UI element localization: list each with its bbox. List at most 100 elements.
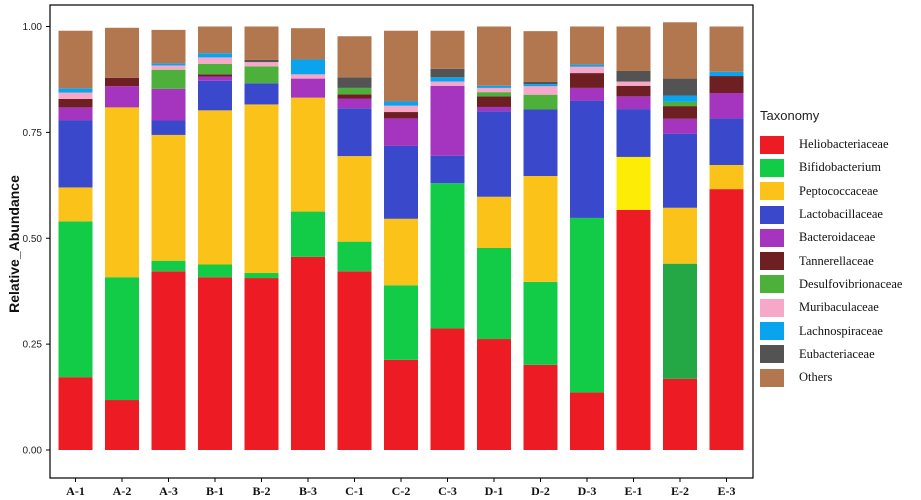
legend-swatch: [760, 298, 784, 317]
legend-label: Bifidobacterium: [799, 160, 881, 175]
legend-label: Lactobacillaceae: [799, 207, 883, 222]
bar-segment: [384, 118, 418, 146]
bar-segment: [198, 63, 232, 75]
legend-swatch: [760, 252, 784, 271]
legend-label: Eubacteriaceae: [799, 346, 875, 361]
bar-segment: [709, 71, 744, 77]
x-tick-label: E-1: [625, 484, 643, 498]
bar-segment: [477, 96, 511, 107]
bar-segment: [384, 112, 418, 119]
bar-segment: [384, 359, 418, 450]
bar-segment: [384, 105, 418, 113]
bar-segment: [523, 86, 558, 95]
legend-item: Others: [760, 366, 918, 389]
legend-swatch: [760, 275, 784, 294]
bar-segment: [430, 155, 465, 184]
y-tick-label: 0.50: [23, 234, 43, 245]
legend-item: Eubacteriaceae: [760, 343, 918, 366]
legend-item: Bacteroidaceae: [760, 226, 918, 249]
bar-segment: [523, 109, 558, 176]
bar-segment: [570, 217, 604, 393]
bar-segment: [477, 339, 511, 450]
bar-segment: [337, 271, 372, 450]
bar-segment: [291, 97, 325, 212]
bar-segment: [709, 92, 744, 119]
bar-segment: [58, 187, 93, 222]
bar-segment: [709, 164, 744, 190]
bar-segment: [477, 111, 511, 197]
bar-segment: [198, 53, 232, 58]
legend-label: Others: [799, 370, 833, 385]
bar-segment: [198, 26, 232, 54]
legend-item: Muribaculaceae: [760, 296, 918, 319]
bar-segment: [477, 247, 511, 340]
bar-segment: [58, 377, 93, 450]
bar-segment: [616, 26, 651, 71]
legend-label: Lachnospiraceae: [799, 323, 883, 338]
bar-segment: [430, 85, 465, 156]
bar-segment: [244, 104, 279, 273]
bar-segment: [198, 74, 232, 77]
legend-item: Bifidobacterium: [760, 156, 918, 179]
bar-segment: [244, 272, 279, 279]
bar-segment: [105, 277, 139, 401]
bar-segment: [291, 211, 325, 257]
bar-segment: [523, 281, 558, 365]
bar-segment: [291, 78, 325, 98]
bar-segment: [105, 107, 139, 278]
bar-segment: [337, 98, 372, 109]
x-tick-label: B-1: [206, 484, 224, 498]
bar-segment: [616, 85, 651, 97]
legend-swatch: [760, 322, 784, 341]
bar-segment: [709, 189, 744, 450]
bar-segment: [58, 107, 93, 121]
y-tick-label: 0.25: [23, 340, 43, 351]
x-tick-label: B-3: [299, 484, 317, 498]
bar-segment: [151, 69, 186, 89]
legend: Taxonomy Heliobacteriaceae Bifidobacteriu…: [760, 108, 918, 389]
bar-segment: [244, 59, 279, 63]
bar-segment: [151, 29, 186, 64]
bar-segment: [477, 196, 511, 248]
bar-segment: [198, 76, 232, 81]
bar-segment: [384, 285, 418, 360]
bar-segment: [663, 106, 697, 119]
x-tick-label: D-2: [531, 484, 550, 498]
y-tick-label: 0.75: [23, 128, 43, 139]
bar-segment: [709, 118, 744, 165]
bar-segment: [337, 156, 372, 242]
bars-group: [58, 22, 744, 450]
bar-segment: [663, 118, 697, 134]
bar-segment: [244, 66, 279, 84]
bar-segment: [291, 74, 325, 79]
bar-segment: [58, 221, 93, 378]
bar-segment: [58, 98, 93, 108]
bar-segment: [58, 92, 93, 99]
bar-segment: [523, 94, 558, 110]
bar-segment: [244, 278, 279, 450]
bar-segment: [430, 77, 465, 82]
bar-segment: [105, 77, 139, 87]
x-tick-label: B-2: [253, 484, 271, 498]
legend-label: Desulfovibrionaceae: [799, 276, 903, 291]
legend-swatch: [760, 368, 784, 387]
bar-segment: [337, 94, 372, 99]
bar-segment: [337, 36, 372, 78]
x-tick-label: D-1: [485, 484, 504, 498]
bar-segment: [384, 218, 418, 286]
bar-segment: [663, 22, 697, 79]
bar-segment: [151, 63, 186, 66]
bar-segment: [523, 175, 558, 282]
bar-segment: [523, 81, 558, 85]
legend-item: Peptococcaceae: [760, 180, 918, 203]
x-tick-label: D-3: [578, 484, 597, 498]
bar-segment: [151, 65, 186, 70]
y-tick-label: 0.00: [23, 446, 43, 457]
bar-segment: [198, 264, 232, 278]
bar-segment: [477, 87, 511, 93]
x-tick-label: C-3: [438, 484, 457, 498]
bar-segment: [570, 64, 604, 67]
bar-segment: [58, 30, 93, 89]
legend-item: Tannerellaceae: [760, 249, 918, 272]
